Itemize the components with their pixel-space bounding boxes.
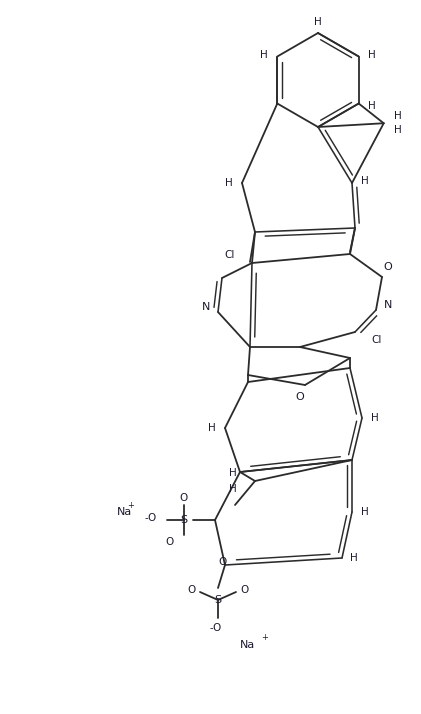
- Text: +: +: [127, 501, 134, 511]
- Text: H: H: [361, 507, 369, 517]
- Text: Na: Na: [117, 507, 132, 517]
- Text: O: O: [219, 557, 227, 567]
- Text: H: H: [225, 178, 233, 188]
- Text: H: H: [361, 176, 369, 186]
- Text: -O: -O: [210, 623, 222, 633]
- Text: O: O: [384, 262, 392, 272]
- Text: O: O: [241, 585, 249, 595]
- Text: N: N: [384, 300, 392, 310]
- Text: O: O: [180, 493, 188, 503]
- Text: H: H: [350, 553, 358, 563]
- Text: O: O: [188, 585, 196, 595]
- Text: S: S: [181, 515, 188, 525]
- Text: +: +: [261, 633, 269, 643]
- Text: H: H: [208, 423, 216, 433]
- Text: H: H: [394, 125, 402, 135]
- Text: H: H: [229, 484, 237, 494]
- Text: H: H: [314, 17, 322, 27]
- Text: H: H: [394, 111, 402, 121]
- Text: -O: -O: [145, 513, 157, 523]
- Text: Cl: Cl: [225, 250, 235, 260]
- Text: H: H: [371, 413, 379, 423]
- Text: H: H: [229, 468, 237, 478]
- Text: O: O: [296, 392, 304, 402]
- Text: H: H: [368, 49, 376, 59]
- Text: H: H: [261, 49, 268, 59]
- Text: O: O: [166, 537, 174, 547]
- Text: Cl: Cl: [372, 335, 382, 345]
- Text: Na: Na: [240, 640, 256, 650]
- Text: S: S: [214, 595, 221, 605]
- Text: N: N: [202, 302, 210, 312]
- Text: H: H: [368, 101, 376, 111]
